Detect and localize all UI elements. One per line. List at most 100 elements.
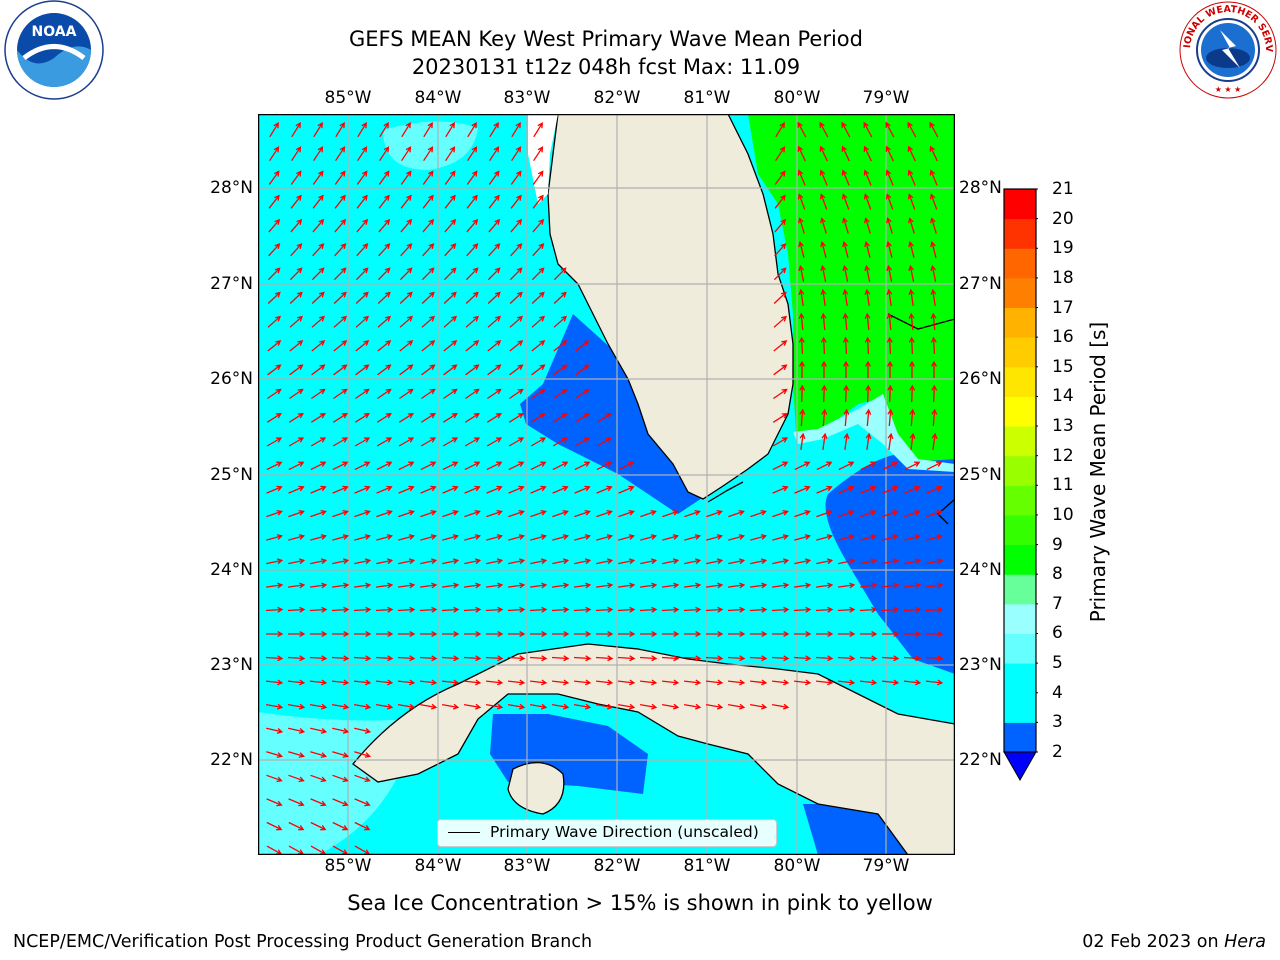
wave-direction-arrow — [859, 606, 878, 613]
wave-direction-arrow — [881, 655, 900, 662]
wave-direction-arrow — [291, 122, 301, 138]
wave-direction-arrow — [420, 679, 438, 686]
wave-direction-arrow — [532, 218, 545, 233]
wave-direction-arrow — [488, 218, 501, 233]
wave-direction-arrow — [486, 582, 504, 589]
wave-direction-arrow — [509, 364, 524, 376]
colorbar-tick-label: 6 — [1052, 623, 1063, 644]
wave-direction-arrow — [551, 703, 570, 710]
wave-direction-arrow — [705, 606, 724, 613]
wave-direction-arrow — [750, 509, 767, 518]
wave-direction-arrow — [377, 291, 391, 304]
wave-direction-arrow — [886, 336, 893, 355]
wave-direction-arrow — [423, 146, 434, 162]
wave-direction-arrow — [640, 534, 657, 541]
wave-direction-arrow — [508, 558, 526, 565]
wave-direction-arrow — [926, 679, 944, 686]
wave-direction-arrow — [864, 336, 871, 355]
wave-direction-arrow — [443, 267, 457, 281]
wave-direction-arrow — [420, 485, 437, 494]
wave-direction-arrow — [925, 606, 944, 613]
wave-direction-arrow — [860, 558, 878, 565]
footer-credit: NCEP/EMC/Verification Post Processing Pr… — [13, 932, 593, 952]
wave-direction-arrow — [904, 558, 922, 565]
wave-direction-arrow — [816, 631, 834, 637]
wave-direction-arrow — [354, 437, 371, 447]
wave-direction-arrow — [661, 655, 680, 662]
wave-direction-arrow — [684, 509, 701, 518]
wave-direction-arrow — [881, 606, 900, 613]
wave-direction-arrow — [820, 312, 827, 331]
wave-direction-arrow — [376, 412, 392, 423]
wave-direction-arrow — [798, 264, 805, 282]
wave-direction-arrow — [310, 679, 328, 686]
wave-direction-arrow — [442, 534, 459, 541]
wave-direction-arrow — [466, 218, 479, 233]
wave-direction-arrow — [353, 655, 372, 662]
wave-direction-arrow — [309, 703, 328, 710]
wave-direction-arrow — [335, 122, 345, 138]
wave-direction-arrow — [375, 703, 394, 710]
wave-direction-arrow — [445, 122, 455, 138]
wave-direction-arrow — [444, 243, 457, 257]
wave-direction-arrow — [575, 340, 590, 352]
wave-direction-arrow — [860, 582, 878, 589]
wave-direction-arrow — [595, 703, 614, 710]
wave-direction-arrow — [376, 461, 393, 471]
wave-direction-arrow — [841, 145, 850, 162]
wave-direction-arrow — [311, 364, 326, 376]
wave-direction-arrow — [422, 170, 434, 185]
wave-direction-arrow — [464, 412, 480, 423]
wave-direction-arrow — [772, 485, 789, 494]
wave-direction-arrow — [332, 412, 348, 423]
wave-direction-arrow — [266, 437, 283, 447]
colorbar-tick-label: 5 — [1052, 653, 1063, 674]
bahamas-island — [887, 313, 955, 330]
wave-direction-arrow — [375, 606, 394, 613]
wave-direction-arrow — [530, 509, 547, 518]
wave-direction-arrow — [819, 145, 828, 162]
wave-direction-arrow — [773, 340, 788, 352]
wave-direction-arrow — [573, 703, 592, 710]
wave-direction-arrow — [310, 509, 327, 518]
wave-direction-arrow — [574, 485, 591, 494]
wave-direction-arrow — [444, 170, 456, 185]
wave-direction-arrow — [312, 218, 325, 233]
lon-tick-label-bottom: 82°W — [593, 856, 641, 876]
wave-direction-arrow — [265, 655, 284, 662]
colorbar-band — [1004, 485, 1036, 516]
wave-direction-arrow — [311, 267, 325, 281]
wave-direction-arrow — [886, 217, 893, 234]
wave-direction-arrow — [399, 364, 414, 376]
wave-direction-arrow — [774, 243, 787, 257]
wave-direction-arrow — [400, 170, 412, 185]
wave-direction-arrow — [487, 315, 502, 328]
lon-tick-label-top: 81°W — [683, 88, 731, 108]
lat-tick-label-right: 28°N — [959, 178, 1002, 198]
wave-direction-arrow — [772, 509, 789, 518]
wave-direction-arrow — [442, 631, 460, 637]
lat-tick-label-right: 24°N — [959, 560, 1002, 580]
wave-direction-arrow — [332, 558, 350, 565]
wave-direction-arrow — [332, 751, 350, 758]
wave-direction-arrow — [820, 240, 827, 258]
lon-tick-label-top: 82°W — [593, 88, 641, 108]
wave-direction-arrow — [903, 655, 922, 662]
wave-direction-arrow — [819, 121, 829, 138]
wave-direction-arrow — [313, 146, 324, 162]
wave-direction-arrow — [354, 509, 371, 518]
wave-direction-arrow — [799, 432, 806, 450]
map-frame — [258, 114, 955, 855]
wave-direction-arrow — [618, 485, 635, 494]
wave-direction-arrow — [838, 558, 856, 565]
wave-direction-arrow — [421, 267, 435, 281]
lon-tick-label-bottom: 85°W — [324, 856, 372, 876]
wave-direction-arrow — [530, 558, 548, 565]
wave-direction-arrow — [310, 727, 328, 734]
colorbar-band — [1004, 189, 1036, 220]
wave-direction-arrow — [465, 340, 480, 352]
wave-direction-arrow — [882, 461, 899, 471]
colorbar-tick-label: 19 — [1052, 238, 1074, 259]
wave-direction-arrow — [486, 558, 504, 565]
wave-direction-arrow — [288, 774, 305, 783]
